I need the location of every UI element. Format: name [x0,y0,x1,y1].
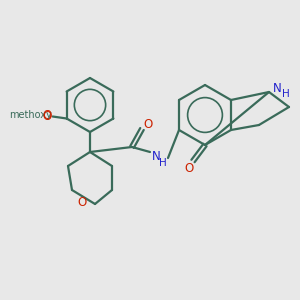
Text: H: H [282,89,290,99]
Text: O: O [143,118,153,130]
Text: methoxy: methoxy [9,110,52,121]
Text: H: H [159,158,167,168]
Text: N: N [152,149,160,163]
Text: N: N [273,82,281,94]
Text: O: O [42,109,51,122]
Text: O: O [42,110,51,123]
Text: O: O [77,196,86,209]
Text: O: O [184,163,194,176]
